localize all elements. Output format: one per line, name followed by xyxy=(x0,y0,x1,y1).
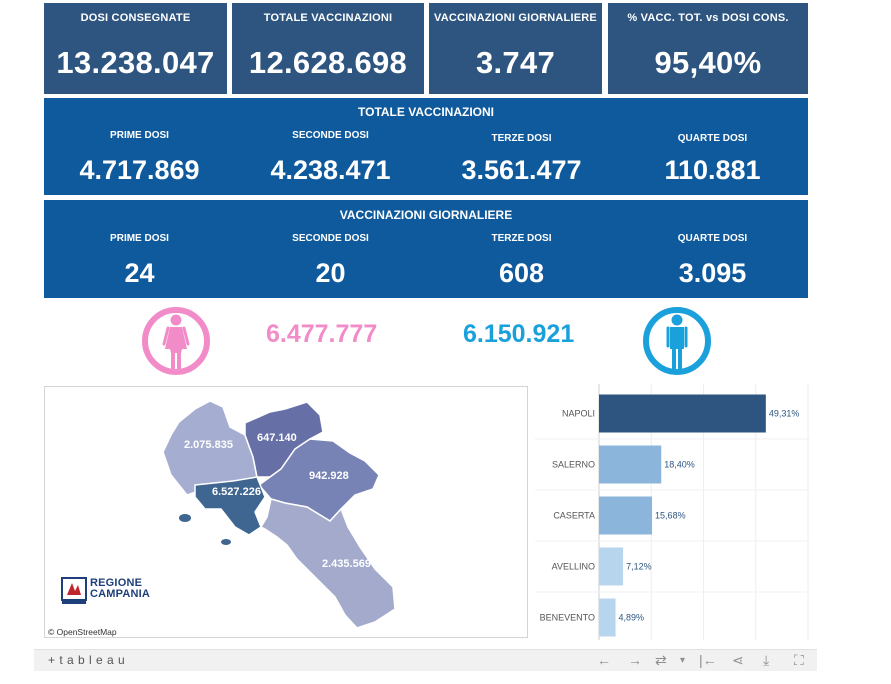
band-col-quarte: QUARTE DOSI 110.881 xyxy=(617,133,808,186)
reset-icon[interactable]: |← xyxy=(699,652,717,668)
band-col-label: QUARTE DOSI xyxy=(677,133,748,144)
bar-caserta[interactable] xyxy=(599,496,653,535)
band-col-value: 110.881 xyxy=(664,155,761,185)
bar-value-label: 4,89% xyxy=(619,613,645,623)
band-col-label: TERZE DOSI xyxy=(491,233,552,244)
province-bar-chart-panel: NAPOLI 49,31% SALERNO 18,40% CASERTA 15,68% AV… xyxy=(535,384,810,644)
bar-category-label: SALERNO xyxy=(552,460,595,470)
kpi-label: VACCINAZIONI GIORNALIERE xyxy=(434,12,597,24)
province-bar-chart: NAPOLI 49,31% SALERNO 18,40% CASERTA 15,68% AV… xyxy=(535,384,810,644)
map-label-avellino: 942.928 xyxy=(309,470,349,482)
kpi-dosi-consegnate: DOSI CONSEGNATE 13.238.047 xyxy=(44,3,227,94)
revert-icon[interactable]: ⇄ xyxy=(655,652,667,668)
kpi-label: TOTALE VACCINAZIONI xyxy=(263,12,393,24)
male-vaccinations-value: 6.150.921 xyxy=(463,320,575,348)
kpi-label: % VACC. TOT. vs DOSI CONS. xyxy=(627,12,789,24)
download-icon[interactable]: ⤓ xyxy=(763,652,770,668)
bar-category-label: BENEVENTO xyxy=(540,613,595,623)
bar-value-label: 49,31% xyxy=(769,409,800,419)
logo-text-line2: CAMPANIA xyxy=(90,588,151,600)
band-col-value: 20 xyxy=(315,258,346,288)
female-icon xyxy=(142,307,210,375)
kpi-value: 13.238.047 xyxy=(56,45,215,80)
band-col-value: 3.095 xyxy=(678,258,747,288)
band-col-value: 4.717.869 xyxy=(79,155,200,185)
band-title: VACCINAZIONI GIORNALIERE xyxy=(339,208,513,222)
bar-avellino[interactable] xyxy=(599,547,624,586)
tableau-toolbar: + t a b l e a u ← → ⇄ ▾ |← ⋖ ⤓ ⛶ xyxy=(34,649,817,671)
campania-map-panel: 2.075.835 647.140 942.928 6.527.226 2.43… xyxy=(44,386,528,638)
map-attribution[interactable]: © OpenStreetMap xyxy=(48,627,117,637)
band-col-value: 3.561.477 xyxy=(461,155,582,185)
bar-value-label: 15,68% xyxy=(655,511,686,521)
male-icon xyxy=(643,307,711,375)
redo-icon[interactable]: → xyxy=(628,652,642,668)
band-col-label: PRIME DOSI xyxy=(110,130,169,141)
map-label-benevento: 647.140 xyxy=(257,432,297,444)
female-vaccinations-value: 6.477.777 xyxy=(266,320,378,348)
logo-text-line1: REGIONE xyxy=(90,577,143,589)
band-col-prime: PRIME DOSI 24 xyxy=(44,233,235,289)
band-col-prime: PRIME DOSI 4.717.869 xyxy=(44,130,235,186)
bar-napoli[interactable] xyxy=(599,394,766,433)
campania-emblem-icon xyxy=(61,577,87,604)
map-region-salerno[interactable] xyxy=(259,498,396,629)
bar-benevento[interactable] xyxy=(599,598,616,637)
map-label-napoli: 6.527.226 xyxy=(212,486,261,498)
bar-value-label: 7,12% xyxy=(626,562,652,572)
band-col-label: TERZE DOSI xyxy=(491,133,552,144)
band-title: TOTALE VACCINAZIONI xyxy=(358,105,494,119)
share-icon[interactable]: ⋖ xyxy=(732,652,744,668)
band-col-seconde: SECONDE DOSI 4.238.471 xyxy=(235,130,426,186)
kpi-label: DOSI CONSEGNATE xyxy=(80,12,191,24)
band-col-value: 24 xyxy=(124,258,155,288)
bar-category-label: NAPOLI xyxy=(562,409,595,419)
band-col-seconde: SECONDE DOSI 20 xyxy=(235,233,426,289)
band-col-label: QUARTE DOSI xyxy=(677,233,748,244)
kpi-percent-vaccinazioni: % VACC. TOT. vs DOSI CONS. 95,40% xyxy=(608,3,808,94)
revert-dropdown-icon[interactable]: ▾ xyxy=(680,655,686,666)
map-label-salerno: 2.435.569 xyxy=(322,558,371,570)
band-col-label: SECONDE DOSI xyxy=(292,130,369,141)
tableau-brand[interactable]: + t a b l e a u xyxy=(48,653,126,667)
kpi-value: 95,40% xyxy=(654,45,762,80)
band-col-label: PRIME DOSI xyxy=(110,233,169,244)
bar-category-label: AVELLINO xyxy=(552,562,595,572)
band-col-terze: TERZE DOSI 608 xyxy=(426,233,617,289)
bar-category-label: CASERTA xyxy=(553,511,595,521)
kpi-value: 3.747 xyxy=(475,45,556,80)
vaccinazioni-giornaliere-band: VACCINAZIONI GIORNALIERE PRIME DOSI 24 S… xyxy=(44,200,808,298)
band-col-quarte: QUARTE DOSI 3.095 xyxy=(617,233,808,289)
bar-value-label: 18,40% xyxy=(664,460,695,470)
band-col-terze: TERZE DOSI 3.561.477 xyxy=(426,133,617,186)
map-island-ischia xyxy=(179,514,191,522)
bar-salerno[interactable] xyxy=(599,445,662,484)
kpi-totale-vaccinazioni: TOTALE VACCINAZIONI 12.628.698 xyxy=(232,3,424,94)
undo-icon[interactable]: ← xyxy=(597,652,611,668)
kpi-vaccinazioni-giornaliere: VACCINAZIONI GIORNALIERE 3.747 xyxy=(429,3,602,94)
map-label-caserta: 2.075.835 xyxy=(184,439,233,451)
campania-map: 2.075.835 647.140 942.928 6.527.226 2.43… xyxy=(162,400,396,629)
fullscreen-icon[interactable]: ⛶ xyxy=(794,652,804,668)
band-col-value: 608 xyxy=(498,258,545,288)
band-col-value: 4.238.471 xyxy=(270,155,391,185)
kpi-value: 12.628.698 xyxy=(248,45,408,80)
totale-vaccinazioni-band: TOTALE VACCINAZIONI PRIME DOSI 4.717.869… xyxy=(44,98,808,195)
map-island-capri xyxy=(221,539,231,545)
band-col-label: SECONDE DOSI xyxy=(292,233,369,244)
